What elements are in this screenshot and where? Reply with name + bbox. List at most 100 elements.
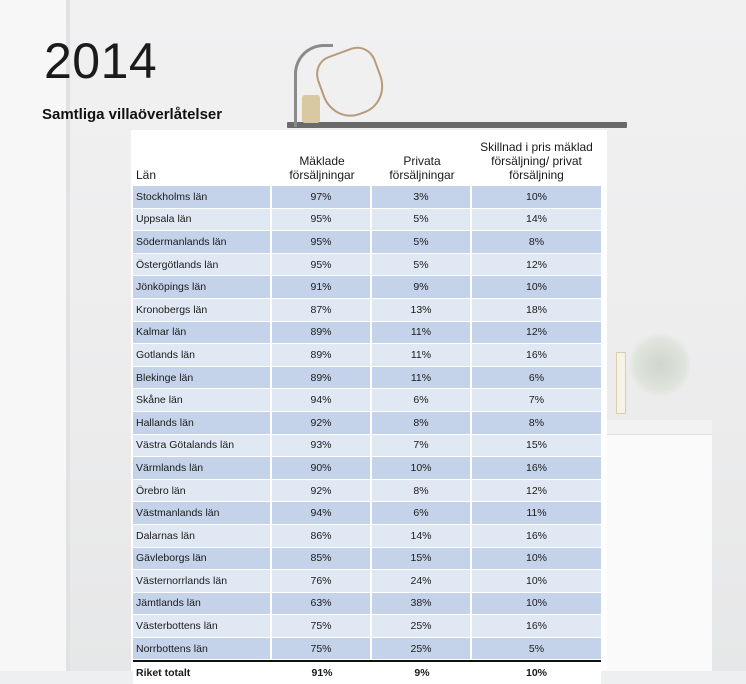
cell-skillnad: 16% [472, 344, 601, 367]
table-row: Västmanlands län 94% 6% 11% [133, 502, 601, 525]
cell-skillnad: 10% [472, 592, 601, 616]
table-row: Gävleborgs län 85% 15% 10% [133, 547, 601, 571]
cell-privata: 13% [372, 298, 472, 322]
cell-maklade: 92% [272, 411, 372, 435]
table-body: Stockholms län 97% 3% 10% Uppsala län 95% 5% 14… [133, 186, 601, 661]
cell-skillnad: 5% [472, 637, 601, 661]
table-row: Södermanlands län 95% 5% 8% [133, 231, 601, 254]
cell-skillnad: 18% [472, 298, 601, 322]
cell-privata: 11% [372, 344, 472, 367]
cell-lan: Skåne län [133, 389, 272, 412]
cell-skillnad: 12% [472, 321, 601, 345]
cell-skillnad: 10% [472, 547, 601, 571]
cell-lan: Hallands län [133, 411, 272, 435]
cell-skillnad: 16% [472, 524, 601, 548]
cell-lan: Södermanlands län [133, 231, 272, 254]
cell-maklade: 86% [272, 524, 372, 548]
cell-privata: 6% [372, 389, 472, 412]
cell-skillnad: 16% [472, 615, 601, 638]
cell-maklade: 90% [272, 457, 372, 480]
window-frame [0, 0, 70, 671]
cell-privata: 6% [372, 502, 472, 525]
table-row: Gotlands län 89% 11% 16% [133, 344, 601, 367]
table-row: Västra Götalands län 93% 7% 15% [133, 434, 601, 458]
cell-maklade: 95% [272, 208, 372, 232]
cell-privata: 8% [372, 479, 472, 503]
cell-privata: 25% [372, 615, 472, 638]
table-row: Västernorrlands län 76% 24% 10% [133, 570, 601, 593]
header-row: Län Mäklade försäljningar Privata försäl… [133, 130, 601, 186]
page-title: 2014 [44, 33, 158, 89]
cell-lan: Norrbottens län [133, 637, 272, 661]
table-row: Norrbottens län 75% 25% 5% [133, 637, 601, 661]
total-row: Riket totalt 91% 9% 10% [133, 660, 601, 684]
cell-maklade: 95% [272, 231, 372, 254]
cell-skillnad: 10% [472, 276, 601, 299]
table-row: Örebro län 92% 8% 12% [133, 479, 601, 503]
column-header-privata: Privata försäljningar [389, 153, 455, 182]
cell-privata: 38% [372, 592, 472, 616]
column-header-lan: Län [136, 167, 157, 182]
cell-privata: 5% [372, 208, 472, 232]
cell-skillnad: 11% [472, 502, 601, 525]
cell-skillnad: 12% [472, 253, 601, 277]
cell-maklade: 92% [272, 479, 372, 503]
cell-skillnad: 6% [472, 366, 601, 390]
cell-privata: 3% [372, 186, 472, 209]
cell-privata: 14% [372, 524, 472, 548]
lamp-base [302, 95, 320, 123]
cell-lan: Västernorrlands län [133, 570, 272, 593]
candle [616, 352, 626, 414]
cell-lan: Jönköpings län [133, 276, 272, 299]
table-row: Värmlands län 90% 10% 16% [133, 457, 601, 480]
cell-skillnad: 12% [472, 479, 601, 503]
cell-privata: 11% [372, 366, 472, 390]
cell-skillnad: 16% [472, 457, 601, 480]
total-privata: 9% [372, 660, 472, 684]
cell-lan: Örebro län [133, 479, 272, 503]
lamp-arm [294, 44, 333, 127]
cell-skillnad: 8% [472, 231, 601, 254]
cell-privata: 8% [372, 411, 472, 435]
cell-lan: Kronobergs län [133, 298, 272, 322]
cell-skillnad: 10% [472, 570, 601, 593]
cabinet [600, 420, 712, 671]
cell-maklade: 97% [272, 186, 372, 209]
wall-shelf [287, 122, 627, 128]
cell-privata: 11% [372, 321, 472, 345]
table-row: Kalmar län 89% 11% 12% [133, 321, 601, 345]
cell-privata: 9% [372, 276, 472, 299]
cell-maklade: 89% [272, 321, 372, 345]
cell-lan: Dalarnas län [133, 524, 272, 548]
total-label: Riket totalt [133, 660, 272, 684]
cell-lan: Gotlands län [133, 344, 272, 367]
cell-maklade: 93% [272, 434, 372, 458]
cell-maklade: 63% [272, 592, 372, 616]
table-panel: Län Mäklade försäljningar Privata försäl… [131, 130, 607, 684]
cell-privata: 10% [372, 457, 472, 480]
table-row: Stockholms län 97% 3% 10% [133, 186, 601, 209]
cell-maklade: 89% [272, 366, 372, 390]
data-table: Län Mäklade försäljningar Privata försäl… [133, 130, 601, 684]
cell-skillnad: 8% [472, 411, 601, 435]
cell-privata: 25% [372, 637, 472, 661]
cell-maklade: 91% [272, 276, 372, 299]
cell-maklade: 94% [272, 502, 372, 525]
cell-maklade: 95% [272, 253, 372, 277]
cell-privata: 7% [372, 434, 472, 458]
cell-lan: Blekinge län [133, 366, 272, 390]
table-row: Jämtlands län 63% 38% 10% [133, 592, 601, 616]
cell-privata: 5% [372, 253, 472, 277]
cell-lan: Västerbottens län [133, 615, 272, 638]
page-subtitle: Samtliga villaöverlåtelser [42, 106, 223, 123]
cell-lan: Gävleborgs län [133, 547, 272, 571]
cell-lan: Stockholms län [133, 186, 272, 209]
table-row: Dalarnas län 86% 14% 16% [133, 524, 601, 548]
total-skillnad: 10% [472, 660, 601, 684]
plant [630, 330, 690, 400]
column-header-skillnad: Skillnad i pris mäklad försäljning/ priv… [480, 139, 593, 182]
cell-lan: Östergötlands län [133, 253, 272, 277]
cell-lan: Västra Götalands län [133, 434, 272, 458]
cell-privata: 15% [372, 547, 472, 571]
cell-maklade: 94% [272, 389, 372, 412]
